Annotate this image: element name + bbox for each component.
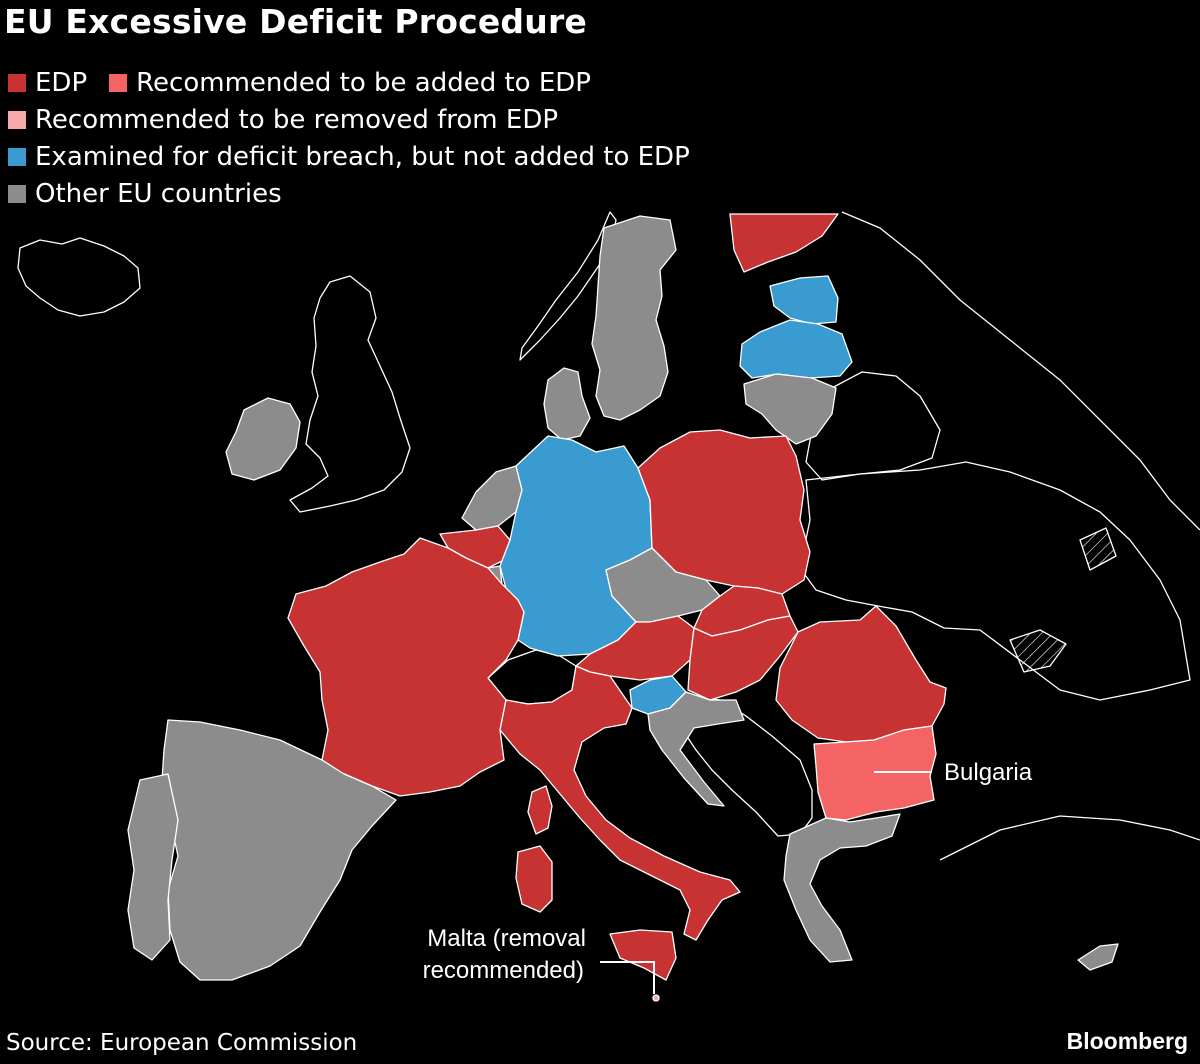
malta-annotation: Malta (removal recommended) (423, 925, 655, 994)
legend-label-added: Recommended to be added to EDP (136, 68, 591, 98)
legend-label-removed: Recommended to be removed from EDP (35, 105, 559, 135)
iceland-outline (17, 237, 141, 317)
country-netherlands (461, 465, 523, 531)
bulgaria-label: Bulgaria (944, 759, 1033, 786)
country-italy-sicily (609, 929, 677, 981)
country-portugal (127, 773, 179, 961)
legend-label-edp: EDP (35, 68, 88, 98)
great-britain-outline (289, 275, 411, 513)
country-latvia (739, 319, 853, 379)
country-france-corsica (527, 785, 553, 835)
bloomberg-logo: Bloomberg (1066, 1028, 1188, 1054)
belarus-outline (805, 371, 941, 481)
country-croatia (647, 691, 745, 807)
malta-label-line1: Malta (removal (427, 925, 586, 952)
legend-swatch-removed (8, 111, 26, 129)
country-greece (783, 813, 901, 963)
country-italy-sardinia (515, 845, 553, 913)
country-spain (161, 719, 397, 981)
legend-swatch-edp (8, 74, 26, 92)
legend-label-other: Other EU countries (35, 179, 282, 209)
country-denmark (543, 367, 591, 441)
chart-title: EU Excessive Deficit Procedure (4, 2, 588, 41)
legend-label-examined: Examined for deficit breach, but not add… (35, 142, 690, 172)
crimea-hatch (1009, 629, 1067, 673)
country-italy (499, 665, 741, 941)
turkey-outline (939, 815, 1200, 861)
bulgaria-annotation: Bulgaria (874, 759, 1033, 786)
country-sweden (591, 215, 677, 421)
legend-row-4: Other EU countries (8, 179, 282, 209)
country-romania (775, 605, 947, 743)
malta-label-line2: recommended) (423, 957, 584, 984)
country-germany (499, 435, 653, 657)
country-france (287, 537, 525, 797)
country-estonia (769, 275, 839, 325)
legend-row-3: Examined for deficit breach, but not add… (8, 142, 690, 172)
source-note: Source: European Commission (6, 1030, 358, 1056)
legend-row-2: Recommended to be removed from EDP (8, 105, 558, 135)
russia-outline (841, 211, 1200, 531)
country-lithuania (743, 373, 837, 445)
country-ireland (225, 397, 301, 481)
ukraine-outline (799, 461, 1191, 701)
legend-row-1: EDP Recommended to be added to EDP (8, 68, 591, 98)
country-finland (729, 213, 839, 273)
legend-swatch-other (8, 185, 26, 203)
norway-outline (519, 211, 617, 361)
country-malta (652, 994, 660, 1002)
legend-swatch-examined (8, 148, 26, 166)
donbas-hatch (1079, 527, 1117, 571)
legend-swatch-added (109, 74, 128, 92)
country-cyprus (1077, 943, 1119, 971)
